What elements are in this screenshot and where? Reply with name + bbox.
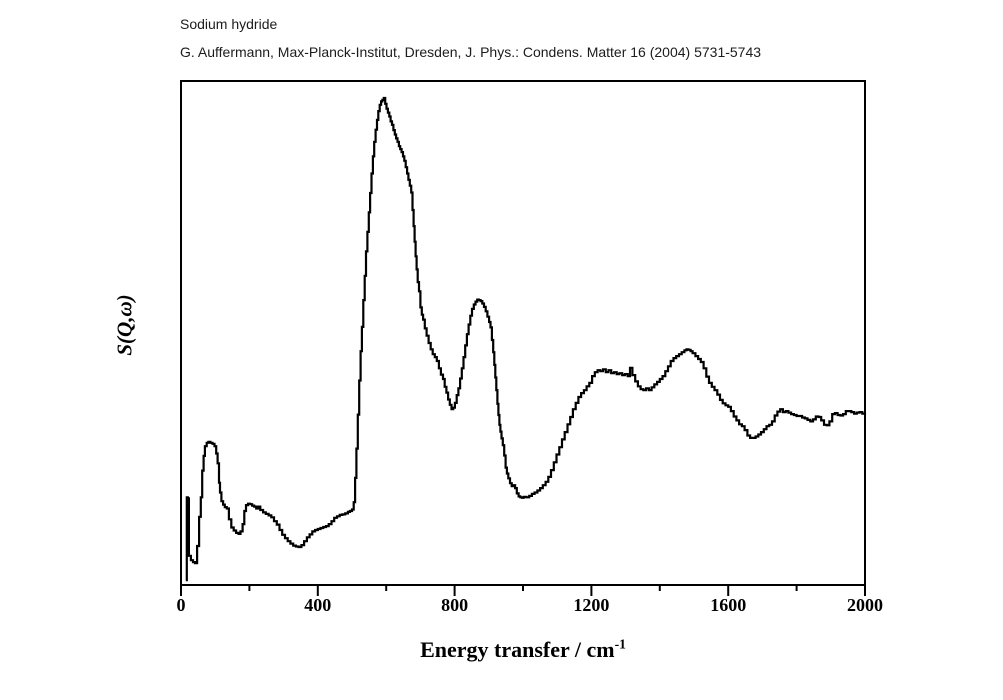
x-tick-label: 800 (441, 595, 469, 615)
citation-text: G. Auffermann, Max-Planck-Institut, Dres… (180, 44, 762, 60)
x-tick-label: 2000 (847, 595, 883, 615)
x-axis-title-exponent: -1 (614, 636, 626, 652)
sample-title: Sodium hydride (180, 16, 278, 32)
y-axis-title: S(Q,ω) (112, 294, 137, 356)
x-axis-ticks (180, 585, 866, 596)
x-tick-label: 1600 (710, 595, 747, 615)
x-tick-label: 1200 (573, 595, 610, 615)
x-tick-label: 0 (176, 595, 186, 615)
x-axis-title-text: Energy transfer / cm (420, 637, 615, 662)
x-axis-title: Energy transfer / cm-1 (420, 637, 626, 663)
plot-frame (180, 80, 866, 586)
spectrum-curve (185, 96, 867, 582)
x-tick-label: 400 (304, 595, 332, 615)
